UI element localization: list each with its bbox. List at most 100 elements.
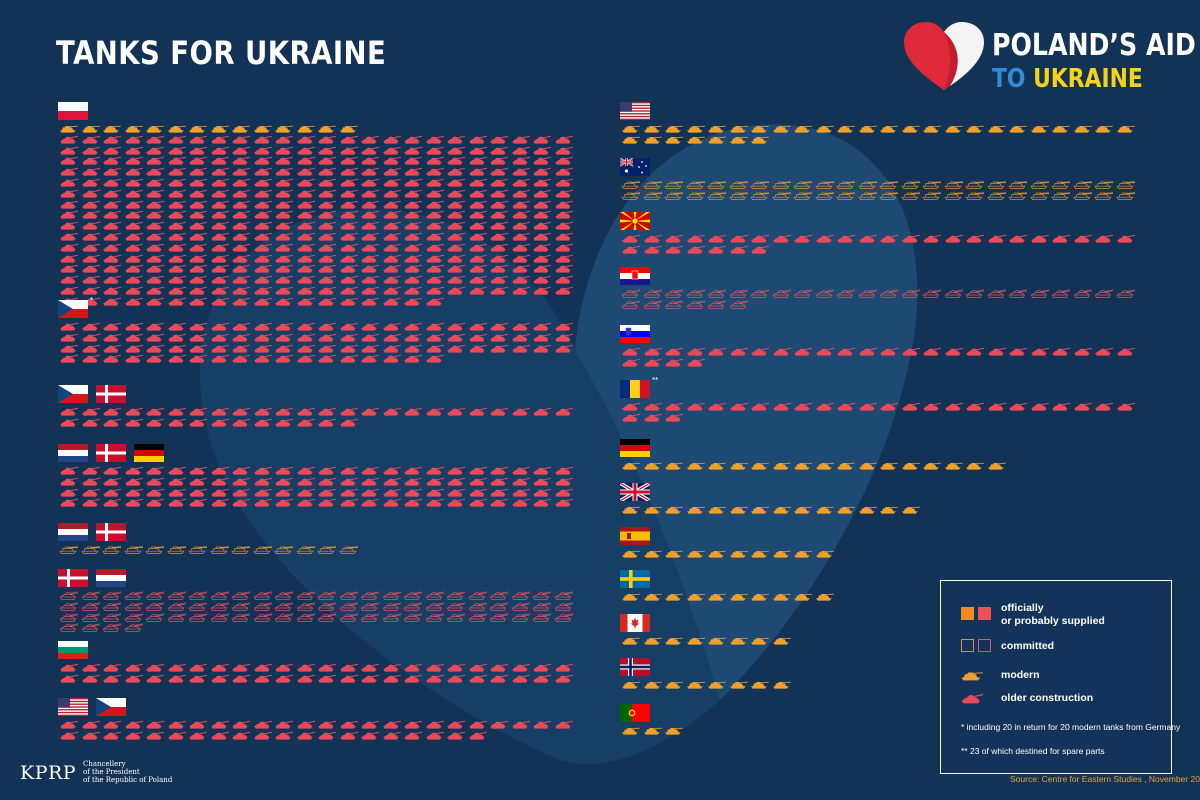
older-tank-icon [425,286,444,295]
older-tank-icon [665,402,683,411]
older-tank-icon [532,591,551,600]
older-tank-icon [425,135,444,144]
older-tank-icon [188,613,207,622]
older-tank-icon [210,275,229,284]
older-tank-icon [318,333,336,342]
older-tank-icon [533,720,551,729]
older-tank-icon [966,347,984,356]
modern-tank-icon [858,506,877,514]
modern-tank-icon [708,681,726,689]
older-tank-icon [103,167,121,176]
older-tank-icon [102,602,121,611]
modern-tank-icon [751,462,769,470]
older-tank-icon [686,358,705,367]
older-tank-icon [167,602,186,611]
older-tank-icon [318,265,336,273]
older-tank-icon [318,275,336,284]
older-tank-icon [468,466,487,475]
older-tank-icon [382,720,401,729]
older-tank-icon [81,355,100,363]
older-tank-icon [81,418,100,427]
older-tank-icon [189,178,207,187]
older-tank-icon [253,243,272,252]
older-tank-icon [447,275,465,284]
older-tank-icon [60,275,78,284]
older-tank-icon [490,221,508,230]
older-tank-icon [468,674,487,683]
older-tank-icon [339,477,358,486]
older-tank-icon [146,674,164,683]
older-tank-icon [772,347,791,356]
older-tank-icon [425,157,444,165]
older-tank-icon [382,613,401,622]
older-tank-icon [468,265,487,273]
older-tank-icon [554,488,573,497]
older-tank-icon [880,347,898,356]
older-tank-icon [210,243,229,252]
older-tank-icon [167,254,186,263]
older-tank-icon [665,347,683,356]
older-tank-icon [318,466,336,475]
older-tank-icon [296,157,315,165]
older-tank-icon [124,663,143,672]
older-tank-icon [425,265,444,273]
older-tank-icon [511,221,530,230]
older-tank-icon [965,289,984,298]
older-tank-icon [275,466,293,475]
older-tank-icon [404,477,422,486]
older-tank-icon [124,157,143,165]
modern-tank-icon [296,125,315,133]
older-tank-icon [404,488,422,497]
older-tank-icon [361,167,379,176]
older-tank-icon [189,254,207,263]
flag-denmark-icon [58,569,88,587]
older-tank-icon [382,499,401,507]
older-tank-icon [468,499,487,507]
older-tank-icon [446,602,465,611]
older-tank-icon [210,322,229,331]
modern-tank-icon [665,681,683,689]
modern-tank-icon [965,181,984,189]
older-tank-icon [490,265,508,273]
older-tank-icon [167,674,186,683]
modern-tank-icon [1030,125,1049,133]
older-tank-icon [554,477,573,486]
older-tank-icon [210,488,229,497]
older-tank-icon [275,488,293,497]
older-tank-icon [987,347,1006,356]
older-tank-icon [146,221,164,230]
flag-usa-icon [58,698,88,716]
older-tank-icon [275,674,293,683]
older-tank-icon [707,300,726,309]
older-tank-icon [210,333,229,342]
older-tank-icon [772,289,791,298]
older-tank-icon [275,731,293,740]
older-tank-icon [533,146,551,155]
older-tank-icon [1052,347,1070,356]
modern-tank-icon [708,550,726,558]
older-tank-icon [189,243,207,252]
older-tank-icon [533,663,551,672]
older-tank-icon [511,333,530,342]
older-tank-icon [275,477,293,486]
older-tank-icon [167,189,186,198]
older-tank-icon [189,211,207,219]
older-tank-icon [124,322,143,331]
older-tank-icon [296,613,315,622]
older-tank-icon [533,499,551,507]
older-tank-icon [189,189,207,198]
older-tank-icon [361,731,379,740]
modern-tank-icon [751,637,769,645]
older-tank-icon [554,591,573,600]
older-tank-icon [167,275,186,284]
older-tank-icon [621,300,640,309]
flag-poland-icon [58,102,88,120]
older-tank-icon [253,418,272,427]
older-tank-icon [382,355,401,363]
older-tank-icon [425,591,444,600]
older-tank-icon [425,322,444,331]
older-tank-icon [124,232,143,241]
older-tank-icon [296,720,315,729]
older-tank-icon [318,189,336,198]
older-tank-icon [404,178,422,187]
